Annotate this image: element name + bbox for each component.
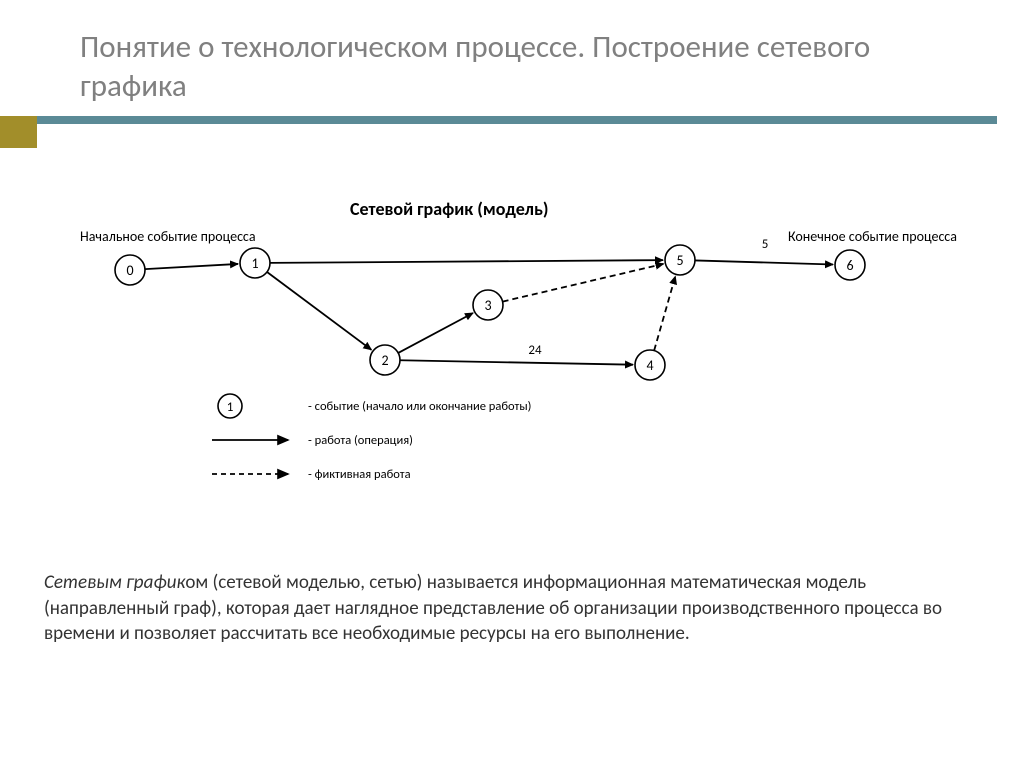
slide: Понятие о технологическом процессе. Пост… xyxy=(0,0,1024,767)
slide-title: Понятие о технологическом процессе. Пост… xyxy=(80,28,960,106)
edge-4-5 xyxy=(654,276,675,350)
legend-solid-text: - работа (операция) xyxy=(308,433,413,448)
legend-row-node: 1 - событие (начало или окончание работы… xyxy=(210,395,531,417)
edge-label-5-6: 5 xyxy=(762,237,769,252)
node-label-2: 2 xyxy=(381,352,388,369)
edge-1-2 xyxy=(267,272,371,350)
legend: 1 - событие (начало или окончание работы… xyxy=(210,395,531,497)
node-label-6: 6 xyxy=(846,257,853,274)
legend-node-label: 1 xyxy=(227,400,234,415)
edge-2-4 xyxy=(400,360,633,364)
node-label-0: 0 xyxy=(126,262,133,279)
definition-paragraph: Сетевым графиком (сетевой моделью, сетью… xyxy=(44,570,984,647)
edge-3-5 xyxy=(503,264,664,302)
legend-node-icon: 1 xyxy=(210,395,300,417)
legend-dashed-text: - фиктивная работа xyxy=(308,467,411,482)
definition-italic: Сетевым график xyxy=(44,571,185,594)
accent-bar xyxy=(37,116,997,124)
legend-row-dashed: - фиктивная работа xyxy=(210,463,531,485)
legend-row-solid: - работа (операция) xyxy=(210,429,531,451)
edge-0-1 xyxy=(145,264,238,269)
node-label-5: 5 xyxy=(676,252,683,269)
legend-dashed-arrow-icon xyxy=(210,463,300,485)
edge-2-3 xyxy=(398,313,473,353)
edge-1-5 xyxy=(270,260,663,263)
node-label-1: 1 xyxy=(251,255,258,272)
node-label-3: 3 xyxy=(484,297,491,314)
node-label-4: 4 xyxy=(646,357,653,374)
slide-title-block: Понятие о технологическом процессе. Пост… xyxy=(80,28,960,106)
legend-solid-arrow-icon xyxy=(210,429,300,451)
diagram-subtitle: Сетевой график (модель) xyxy=(350,198,548,220)
accent-square xyxy=(0,116,37,148)
edge-label-2-4: 24 xyxy=(528,343,542,358)
edge-5-6 xyxy=(695,260,833,264)
legend-node-text: - событие (начало или окончание работы) xyxy=(308,399,531,414)
